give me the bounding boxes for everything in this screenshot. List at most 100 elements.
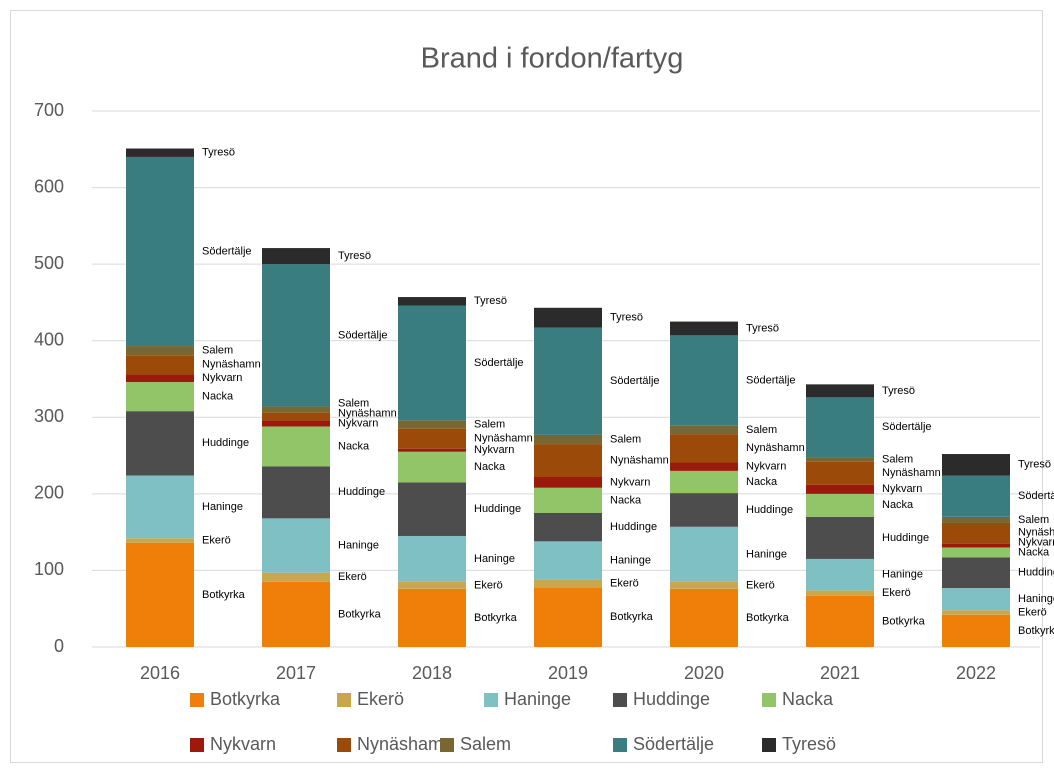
segment-label: Haninge [202,501,243,513]
bar-segment [534,513,602,542]
segment-label: Salem [610,433,641,445]
bar-segment [398,535,466,582]
legend-label: Nykvarn [210,734,276,754]
legend-label: Tyresö [782,734,836,754]
legend-swatch [613,693,627,707]
legend-swatch [190,738,204,752]
segment-label: Nynäshamn [610,454,669,466]
bar-segment [126,475,194,539]
legend-label: Nynäshamn [357,734,453,754]
x-tick-label: 2016 [140,663,180,683]
segment-label: Nynäshamn [202,359,261,371]
bar-segment [534,579,602,588]
segment-label: Tyresö [338,250,371,262]
segment-label: Huddinge [338,486,385,498]
x-tick-label: 2018 [412,663,452,683]
bar-segment [126,346,194,356]
segment-label: Nacka [338,440,370,452]
segment-label: Södertälje [474,357,524,369]
y-tick-label: 200 [34,483,64,503]
legend-label: Botkyrka [210,689,281,709]
legend-swatch [762,693,776,707]
bar-segment [398,448,466,452]
segment-label: Ekerö [202,534,231,546]
segment-label: Ekerö [1018,606,1047,618]
segment-label: Nynäshamn [474,433,533,445]
segment-label: Tyresö [610,312,643,324]
segment-label: Södertälje [746,374,796,386]
segment-label: Nynäshamn [882,467,941,479]
segment-label: Nacka [1018,546,1050,558]
bar-segment [126,148,194,157]
legend-label: Salem [460,734,511,754]
bar-segment [942,588,1010,611]
segment-label: Ekerö [474,579,503,591]
segment-label: Tyresö [1018,459,1051,471]
bar-segment [534,587,602,647]
bar-segment [398,581,466,589]
bar-segment [398,588,466,647]
bar-segment [262,264,330,407]
bar-segment [942,516,1010,523]
segment-label: Huddinge [202,437,249,449]
bar-segment [262,406,330,413]
bar-segment [942,543,1010,548]
segment-label: Haninge [338,539,379,551]
legend-swatch [337,693,351,707]
bar-segment [670,462,738,471]
segment-label: Salem [338,397,369,409]
segment-label: Salem [202,345,233,357]
segment-label: Huddinge [882,532,929,544]
bar-segment [670,581,738,589]
segment-label: Ekerö [882,587,911,599]
bar-segment [806,457,874,462]
segment-label: Södertälje [610,375,660,387]
bar-segment [942,547,1010,558]
segment-label: Botkyrka [746,612,790,624]
segment-label: Huddinge [1018,567,1054,579]
segment-label: Ekerö [338,571,367,583]
segment-label: Salem [746,424,777,436]
bar-segment [806,595,874,647]
segment-label: Nynäshamn [746,442,805,454]
y-tick-label: 600 [34,176,64,196]
segment-label: Södertälje [882,421,932,433]
x-tick-label: 2021 [820,663,860,683]
bar-segment [942,610,1010,615]
segment-label: Nykvarn [610,476,650,488]
bar-segment [670,321,738,336]
bar-segment [398,482,466,536]
segment-label: Haninge [882,569,923,581]
segment-label: Botkyrka [202,589,246,601]
legend-label: Haninge [504,689,571,709]
bar-segment [262,581,330,647]
chart-title: Brand i fordon/fartyg [421,43,684,75]
segment-label: Huddinge [474,503,521,515]
bar-segment [534,487,602,513]
x-tick-label: 2017 [276,663,316,683]
bar-segment [262,412,330,421]
segment-label: Haninge [610,554,651,566]
bar-segment [398,420,466,429]
bar-segment [670,588,738,647]
bar-segment [126,355,194,375]
segment-label: Salem [1018,514,1049,526]
segment-label: Ekerö [746,579,775,591]
y-tick-label: 400 [34,329,64,349]
bar-segment [262,420,330,427]
segment-label: Tyresö [202,147,235,159]
segment-label: Botkyrka [474,612,518,624]
bar-segment [262,518,330,573]
bar-segment [398,305,466,421]
y-tick-label: 100 [34,559,64,579]
legend-swatch [762,738,776,752]
segment-label: Nynäshamn [1018,526,1054,538]
segment-label: Nacka [202,391,234,403]
bar-segment [670,425,738,435]
bar-segment [942,454,1010,476]
bar-segment [806,558,874,591]
bar-segment [670,470,738,494]
bar-segment [670,434,738,463]
bar-segment [126,374,194,383]
